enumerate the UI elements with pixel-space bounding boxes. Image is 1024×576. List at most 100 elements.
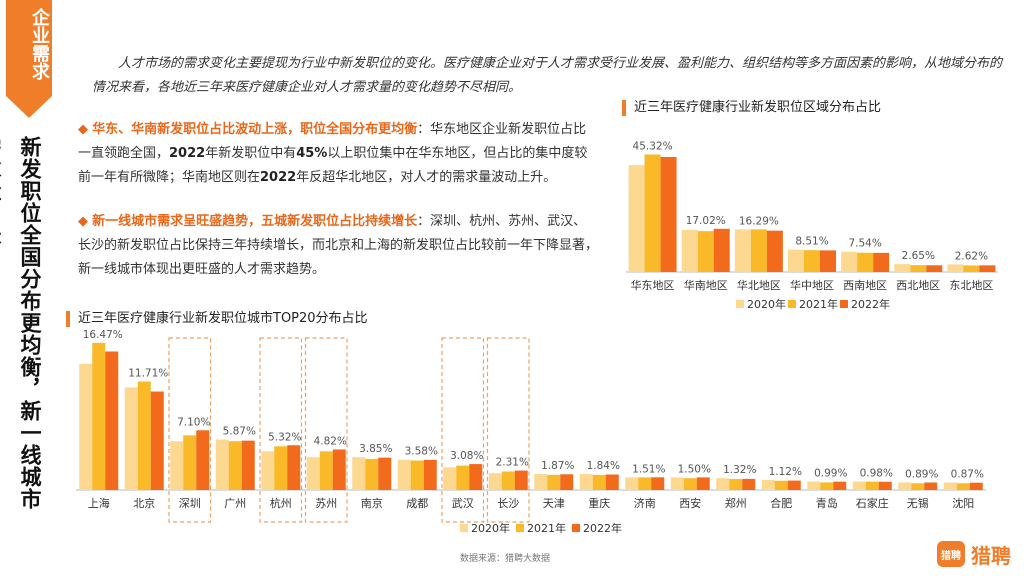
bar-华东地区-2020年: [628, 165, 645, 272]
data-label-深圳: 7.10%: [177, 416, 210, 428]
bar-西北地区-2020年: [894, 264, 911, 272]
legend-swatch-2021年: [516, 524, 524, 532]
city-chart: 16.47% 上海 11.71% 北京 7.10% 深圳 5.87% 广州 5.32% 杭州 4.8…: [76, 330, 986, 535]
bar-重庆-2022年: [605, 474, 619, 490]
data-label-杭州: 5.32%: [268, 431, 301, 443]
logo-name: 猎聘: [971, 543, 1011, 568]
category-label-长沙: 长沙: [497, 497, 519, 510]
bar-长沙-2021年: [501, 471, 515, 490]
data-label-东北地区: 2.62%: [955, 250, 988, 262]
bar-郑州-2020年: [716, 478, 730, 490]
data-label-石家庄: 0.98%: [860, 468, 893, 480]
category-label-郑州: 郑州: [725, 496, 747, 510]
bar-北京-2020年: [124, 387, 138, 490]
data-label-华北地区: 16.29%: [739, 215, 779, 227]
bar-合肥-2022年: [787, 480, 801, 490]
highlight-box-长沙: [486, 337, 530, 523]
data-label-上海: 16.47%: [83, 330, 123, 341]
legend-swatch-2022年: [572, 524, 580, 532]
diamond-icon: ◆: [78, 122, 88, 137]
highlight-box-深圳: [168, 337, 212, 523]
badge-background: [6, 0, 52, 96]
bar-杭州-2020年: [261, 451, 275, 490]
bar-合肥-2020年: [761, 479, 775, 490]
category-label-广州: 广州: [224, 497, 246, 510]
category-label-沈阳: 沈阳: [952, 496, 974, 510]
bar-华东地区-2021年: [644, 154, 661, 272]
bar-南京-2020年: [352, 457, 366, 490]
bar-华北地区-2021年: [750, 229, 767, 272]
data-source: 数据来源：猎聘大数据: [460, 554, 551, 564]
highlight-box-武汉: [441, 337, 485, 523]
bar-西北地区-2022年: [926, 265, 943, 272]
highlight-box-杭州: [259, 337, 303, 523]
bar-东北地区-2021年: [963, 265, 980, 272]
bar-武汉-2020年: [443, 467, 457, 490]
bar-武汉-2022年: [469, 464, 483, 490]
category-label-杭州: 杭州: [270, 496, 292, 510]
bar-成都-2021年: [410, 460, 424, 490]
category-label-华中地区: 华中地区: [790, 278, 834, 292]
bar-上海-2022年: [105, 351, 119, 490]
bar-华中地区-2020年: [788, 249, 804, 272]
bar-郑州-2021年: [729, 479, 743, 490]
bar-武汉-2021年: [456, 465, 470, 490]
bar-青岛-2022年: [833, 481, 847, 490]
bar-广州-2022年: [241, 440, 255, 490]
data-label-北京: 11.71%: [128, 368, 168, 380]
category-label-深圳: 深圳: [179, 497, 201, 510]
category-label-华北地区: 华北地区: [737, 278, 781, 292]
category-label-苏州: 苏州: [315, 497, 337, 510]
bar-济南-2022年: [651, 477, 665, 490]
category-label-石家庄: 石家庄: [856, 496, 889, 510]
bar-深圳-2020年: [170, 441, 184, 490]
bar-上海-2020年: [79, 363, 93, 490]
bar-华东地区-2022年: [660, 156, 677, 272]
badge-arrow: [6, 96, 52, 118]
bar-石家庄-2022年: [878, 481, 892, 490]
bar-西安-2022年: [696, 477, 710, 490]
bar-上海-2021年: [92, 342, 106, 490]
legend-swatch-2020年: [736, 300, 744, 308]
data-label-华中地区: 8.51%: [795, 236, 828, 248]
data-label-华南地区: 17.02%: [686, 215, 726, 227]
data-label-郑州: 1.32%: [723, 464, 756, 476]
bar-青岛-2020年: [807, 481, 821, 490]
category-label-华东地区: 华东地区: [631, 278, 675, 292]
data-label-武汉: 3.08%: [450, 450, 483, 462]
bar-西安-2020年: [670, 477, 684, 490]
legend-label-2022年: 2022年: [583, 521, 622, 535]
bar-华南地区-2021年: [697, 231, 714, 272]
category-label-青岛: 青岛: [816, 496, 838, 510]
bar-郑州-2022年: [742, 478, 756, 490]
data-label-无锡: 0.89%: [905, 468, 938, 480]
bar-西安-2021年: [683, 478, 697, 490]
legend-label-2020年: 2020年: [471, 521, 510, 535]
data-label-西北地区: 2.65%: [902, 250, 935, 262]
bar-石家庄-2020年: [852, 481, 866, 490]
bar-深圳-2022年: [196, 430, 210, 490]
data-label-合肥: 1.12%: [769, 466, 802, 478]
bar-北京-2022年: [150, 391, 164, 490]
category-label-西北地区: 西北地区: [896, 279, 940, 292]
data-label-苏州: 4.82%: [314, 435, 347, 447]
bar-苏州-2020年: [306, 457, 320, 490]
bar-东北地区-2022年: [979, 265, 996, 272]
category-label-西安: 西安: [679, 496, 701, 510]
bar-天津-2021年: [547, 474, 561, 490]
bar-华中地区-2022年: [820, 250, 836, 272]
city-chart-title: 近三年医疗健康行业新发职位城市TOP20分布占比: [66, 311, 368, 327]
data-label-西南地区: 7.54%: [848, 238, 881, 250]
legend-label-2022年: 2022年: [851, 297, 890, 311]
legend-label-2021年: 2021年: [799, 297, 838, 311]
bar-石家庄-2021年: [865, 481, 879, 490]
data-label-青岛: 0.99%: [814, 468, 847, 480]
bar-华北地区-2020年: [734, 229, 751, 272]
data-label-天津: 1.87%: [541, 460, 574, 472]
legend-swatch-2020年: [460, 524, 468, 532]
data-label-济南: 1.51%: [632, 463, 665, 475]
bullet-heading: 华东、华南新发职位占比波动上涨，职位全国分布更均衡: [92, 122, 418, 137]
bar-青岛-2021年: [820, 482, 834, 490]
category-label-无锡: 无锡: [907, 496, 929, 510]
category-label-东北地区: 东北地区: [949, 279, 993, 292]
